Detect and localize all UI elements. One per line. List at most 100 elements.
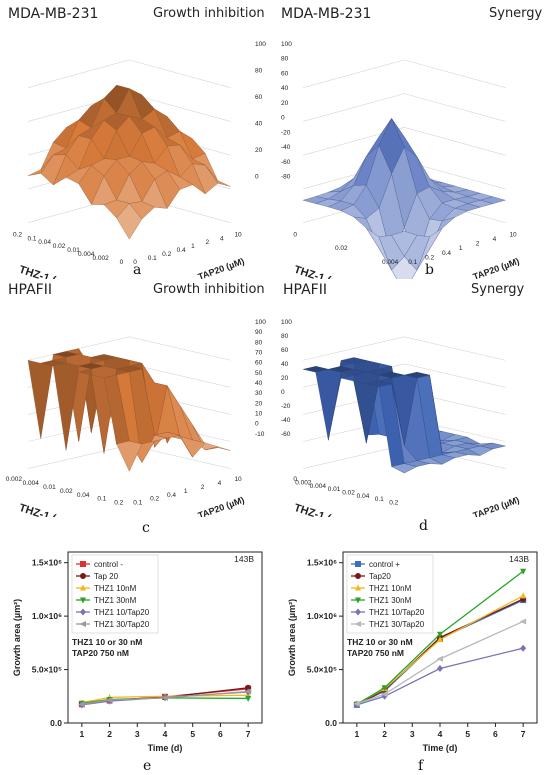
tap-axis-label: TAP20 (µM)	[472, 256, 521, 279]
thz-tick-label: 0.04	[77, 492, 90, 499]
tap-tick-label: 0.2	[162, 251, 171, 258]
thz-tick-label: 0.2	[114, 500, 123, 507]
surface	[302, 118, 506, 279]
thz-axis-label: THZ-1 (µM)	[17, 502, 75, 517]
series-line	[356, 647, 524, 706]
series-line	[81, 690, 249, 705]
z-tick-label: 80	[255, 339, 263, 346]
data-point	[106, 697, 113, 704]
annotation-line: TAP20 750 nM	[347, 648, 404, 658]
tap-tick-label: 2	[201, 484, 205, 491]
grid-line	[302, 127, 506, 156]
surface	[302, 357, 506, 474]
panel-c-cell-title: HPAFII	[8, 282, 52, 298]
thz-tick-label: 0.02	[342, 490, 355, 497]
panel-c-label: c	[142, 520, 150, 536]
legend-box	[71, 554, 159, 634]
surface-cell	[391, 463, 418, 474]
tap-tick-label: 4	[218, 480, 222, 487]
thz-tick-label: 0.002	[295, 479, 312, 486]
data-point	[519, 618, 527, 625]
z-tick-label: 40	[281, 85, 289, 92]
panel-a-label: a	[133, 262, 142, 278]
legend-label: control +	[369, 560, 400, 569]
x-tick-label: 6	[218, 729, 223, 739]
tap-tick-label: 0.1	[408, 259, 417, 266]
thz-tick-label: 0.004	[23, 480, 40, 487]
series-thz1-30-tap20	[353, 618, 527, 707]
z-tick-label: 0	[255, 174, 259, 181]
panel-a: MDA-MB-231 Growth inhibition 0 0.002 0.004…	[0, 0, 275, 280]
x-tick-label: 7	[521, 729, 526, 739]
annotation-line: THZ 10 or 30 nM	[347, 637, 413, 647]
z-tick-label: 20	[255, 147, 263, 154]
data-point	[80, 584, 86, 591]
grid-line	[27, 59, 231, 89]
legend-label: THZ1 10/Tap20	[94, 608, 150, 617]
y-tick-label: 0.0	[325, 718, 337, 728]
data-point	[80, 608, 86, 616]
x-tick-label: 1	[354, 729, 359, 739]
z-tick-label: 30	[255, 390, 263, 397]
legend-label: control -	[94, 560, 123, 569]
z-tick-label: -20	[281, 403, 291, 410]
y-tick-label: 1.5×10⁶	[307, 558, 337, 568]
z-tick-label: 0	[281, 115, 285, 122]
panel-d-type-title: Synergy	[471, 282, 525, 297]
thz-tick-label: 0.004	[310, 483, 327, 490]
thz-tick-label: 0.1	[27, 235, 36, 242]
x-tick-label: 5	[190, 729, 195, 739]
tap-axis-label: TAP20 (µM)	[472, 495, 521, 517]
panel-f: 0.0 5.0×10⁵ 1.0×10⁶ 1.5×10⁶ 1 2 3 4 5 6 7 Time (d) G…	[275, 540, 550, 775]
data-point	[355, 608, 361, 616]
data-point	[437, 664, 443, 672]
thz-tick-label: 0.1	[375, 496, 384, 503]
z-tick-label: 60	[281, 70, 289, 77]
y-axis-label: Growth area (µm²)	[12, 599, 22, 676]
thz-tick-label: 0.004	[78, 251, 95, 258]
data-point	[80, 561, 86, 567]
thz-tick-label: 0.01	[67, 247, 80, 254]
z-tick-label: 100	[281, 41, 292, 48]
z-tick-label: 60	[281, 347, 289, 354]
legend-label: THZ1 10/Tap20	[369, 608, 425, 617]
tap-tick-label: 0.2	[425, 254, 434, 261]
surface-plot-a: 00.0020.0040.010.020.040.10.200.10.20.41…	[13, 41, 266, 279]
z-tick-label: -60	[281, 431, 291, 438]
thz-tick-label: 0.02	[53, 243, 66, 250]
data-point	[520, 644, 527, 652]
thz-tick-label: 0.04	[38, 239, 51, 246]
z-tick-label: 80	[281, 333, 289, 340]
data-point	[355, 561, 361, 567]
thz-tick-label: 0.02	[60, 488, 73, 495]
z-tick-label: 40	[255, 380, 263, 387]
tap-tick-label: 10	[509, 231, 517, 238]
z-tick-label: 100	[255, 319, 266, 326]
tap-tick-label: 1	[191, 243, 195, 250]
legend-box	[346, 554, 434, 634]
thz-tick-label: 0.002	[6, 476, 23, 483]
panel-d-label: d	[419, 518, 428, 534]
panel-a-cell-title: MDA-MB-231	[8, 6, 99, 22]
data-point	[354, 621, 361, 627]
legend: control - Tap 20 THZ1 10nM THZ1 30nM THZ1 10…	[71, 554, 159, 634]
thz-axis-label: THZ-1 (µM)	[292, 264, 350, 279]
y-tick-label: 5.0×10⁵	[307, 665, 337, 675]
z-tick-label: 0	[255, 421, 259, 428]
z-tick-label: -10	[255, 431, 265, 438]
thz-tick-label: 0	[293, 231, 297, 238]
data-point	[381, 691, 388, 698]
tap-tick-label: 2	[206, 239, 210, 246]
tap-tick-label: 0.4	[167, 492, 176, 499]
z-tick-label: -20	[281, 129, 291, 136]
thz-tick-label: 0.2	[13, 231, 22, 238]
surface-plot-d: 0.20.10.040.020.010.0040.002010080604020…	[281, 319, 521, 517]
data-point	[80, 597, 86, 604]
surface-cell	[315, 369, 342, 441]
y-tick-label: 1.5×10⁶	[32, 558, 62, 568]
data-point	[80, 573, 86, 579]
tick-labels: 00.0020.0040.010.020.040.10.200.10.20.41…	[13, 41, 266, 266]
z-tick-label: 50	[255, 370, 263, 377]
z-tick-label: 20	[281, 100, 289, 107]
